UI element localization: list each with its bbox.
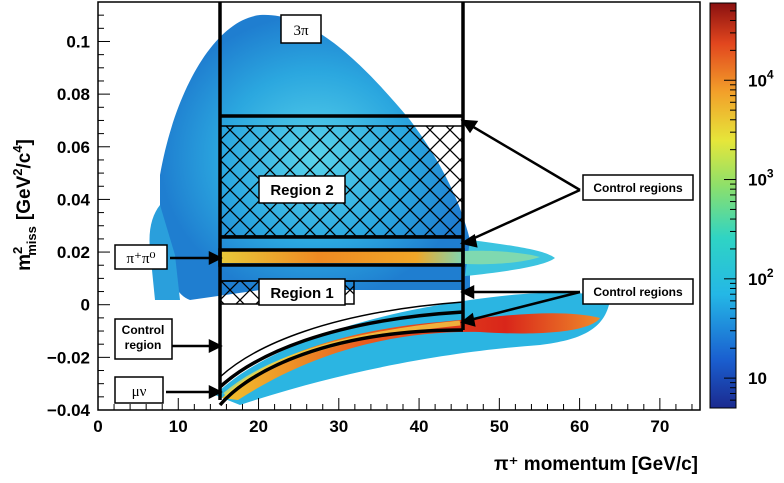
colorbar-tick-label: 10 <box>748 369 767 388</box>
y-tick-label: 0 <box>81 296 90 315</box>
y-tick-label: 0.1 <box>66 32 90 51</box>
x-tick-label: 60 <box>570 417 589 436</box>
region-label-munu: μν <box>114 376 164 404</box>
x-tick-label: 20 <box>249 417 268 436</box>
axis-ticks <box>97 1 693 411</box>
svg-text:Region 1: Region 1 <box>270 285 333 302</box>
colorbar-tick-label: 102 <box>748 266 774 289</box>
svg-text:π⁺π⁰: π⁺π⁰ <box>126 251 155 267</box>
annotation-control-regions-lower: Control regions <box>582 278 694 305</box>
svg-text:Control regions: Control regions <box>593 285 683 299</box>
svg-text:Control regions: Control regions <box>593 181 683 195</box>
plot-frame <box>97 1 701 411</box>
y-tick-label: 0.06 <box>57 138 90 157</box>
annotation-control-region-left: Control region <box>114 318 173 360</box>
x-axis-label: π⁺ momentum [GeV/c] <box>494 454 698 475</box>
annotation-control-regions-upper: Control regions <box>582 174 694 201</box>
region-label-region1: Region 1 <box>258 278 346 306</box>
region-label-3pi: 3π <box>280 14 322 44</box>
annotation-arrows <box>166 119 581 400</box>
x-tick-label: 30 <box>329 417 348 436</box>
y-tick-label: −0.04 <box>47 401 91 420</box>
svg-text:μν: μν <box>132 384 147 400</box>
y-tick-label: 0.04 <box>57 190 91 209</box>
x-tick-label: 0 <box>93 417 102 436</box>
x-tick-labels: 0 10 20 30 40 50 60 70 <box>93 417 669 436</box>
y-tick-label: 0.08 <box>57 85 90 104</box>
region-label-region2: Region 2 <box>258 175 346 204</box>
svg-text:3π: 3π <box>293 23 309 39</box>
svg-text:Region 2: Region 2 <box>270 182 333 199</box>
colorbar-ticks: 10 102 103 104 <box>724 2 774 409</box>
colorbar-tick-label: 104 <box>748 67 774 90</box>
x-tick-label: 50 <box>490 417 509 436</box>
colorbar <box>709 2 737 409</box>
y-tick-label: −0.02 <box>47 348 90 367</box>
x-tick-label: 40 <box>410 417 429 436</box>
x-tick-label: 10 <box>169 417 188 436</box>
y-tick-labels: −0.04 −0.02 0 0.02 0.04 0.06 0.08 0.1 <box>47 32 91 420</box>
svg-text:m2miss[GeV2/c4]: m2miss[GeV2/c4] <box>10 139 39 271</box>
region-label-pipi0: π⁺π⁰ <box>114 244 168 270</box>
colorbar-tick-label: 103 <box>748 167 774 190</box>
y-tick-label: 0.02 <box>57 243 90 262</box>
y-axis-label: m2miss[GeV2/c4] <box>10 139 39 271</box>
x-tick-label: 70 <box>650 417 669 436</box>
